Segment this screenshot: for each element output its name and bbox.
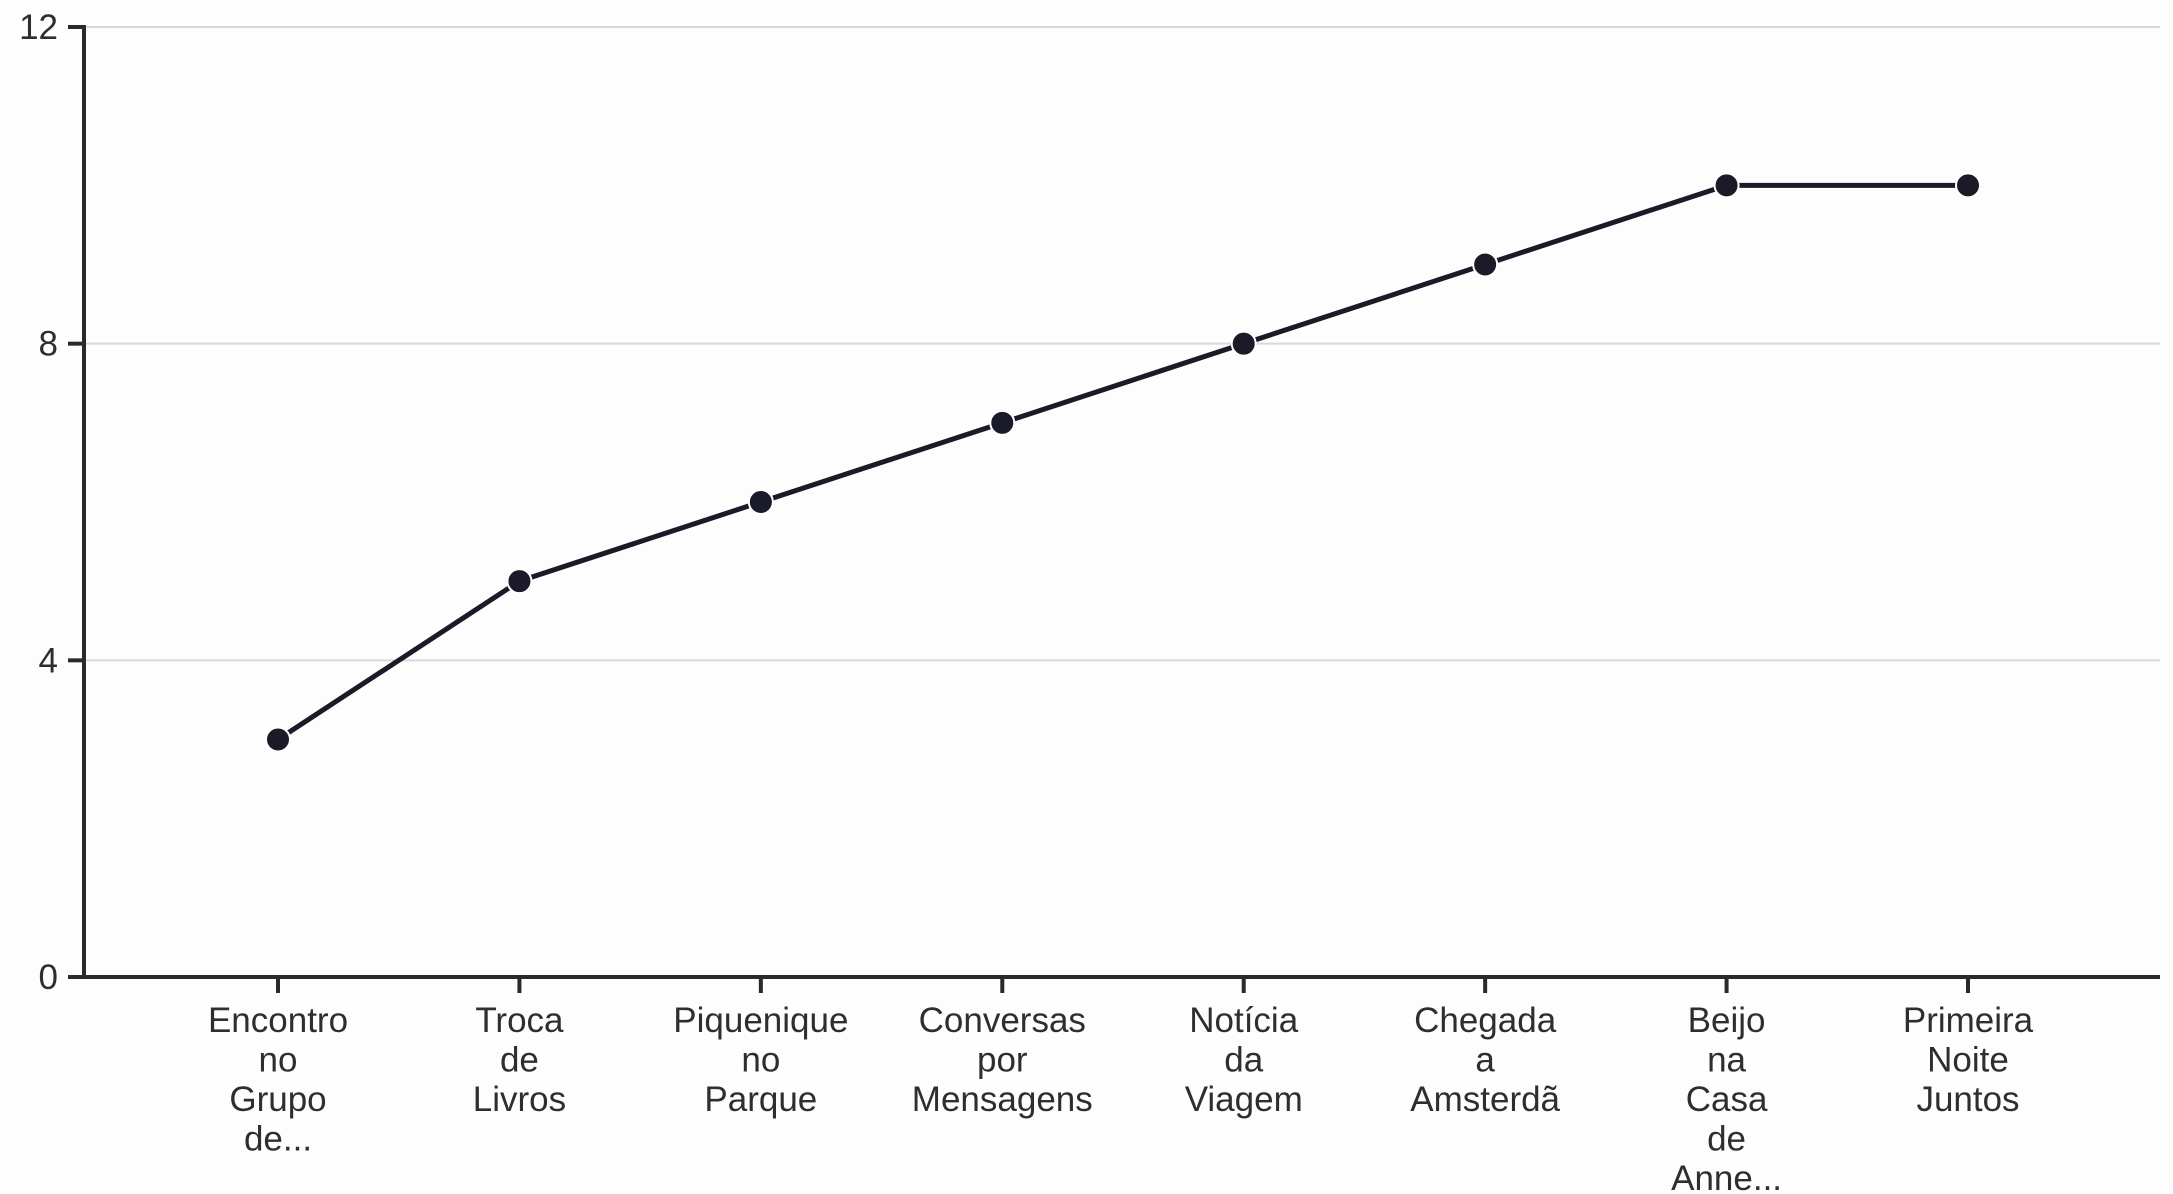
x-tick-label-line: a [1475,1041,1495,1080]
x-tick-label-line: Piquenique [673,1001,848,1040]
data-point [747,489,774,515]
data-point [1713,172,1740,199]
data-point [265,726,291,753]
y-tick-label: 4 [39,641,58,680]
x-tick-label-line: no [259,1041,298,1080]
x-tick-label-line: Casa [1686,1080,1768,1119]
axis-layer [68,25,2160,993]
series-layer [265,172,1981,753]
x-tick-label-line: Encontro [208,1001,348,1040]
x-tick-label-line: de [1707,1120,1746,1159]
data-point [1955,172,1981,199]
x-tick-label-line: Chegada [1414,1001,1557,1040]
x-tick-label-line: de [500,1041,539,1080]
x-tick-label-line: Viagem [1185,1080,1303,1119]
x-tick-label-line: Livros [473,1080,566,1119]
x-tick-label: Chegada a Amsterdã [1410,1001,1560,1119]
x-tick-label-line: na [1707,1041,1746,1080]
x-tick-label: Encontro no Grupo de... [208,1001,348,1159]
x-tick-label-line: Mensagens [912,1080,1093,1119]
x-tick-label-line: Parque [704,1080,817,1119]
x-tick-label: Primeira Noite Juntos [1903,1001,2034,1119]
x-tick-label-line: de... [244,1120,312,1159]
x-tick-label-line: da [1224,1041,1263,1080]
x-tick-label-line: Troca [475,1001,564,1040]
x-tick-label-line: Beijo [1688,1001,1766,1040]
x-tick-label-line: por [977,1041,1028,1080]
x-tick-label: Beijo na Casa de Anne... [1671,1001,1782,1194]
x-tick-label-line: Noite [1927,1041,2009,1080]
x-tick-label-line: Juntos [1916,1080,2019,1119]
data-point [1230,330,1257,357]
y-tick-label: 8 [39,325,58,364]
x-tick-label: Troca de Livros [473,1001,566,1119]
y-tick-label: 0 [39,958,58,997]
x-tick-label: Conversas por Mensagens [912,1001,1093,1119]
x-tick-label-line: Primeira [1903,1001,2034,1040]
data-point [506,568,533,595]
x-tick-label-line: Grupo [229,1080,326,1119]
x-tick-label-line: Conversas [919,1001,1086,1040]
grid-layer [84,26,2160,662]
data-point [1472,251,1499,278]
x-tick-label-line: no [741,1041,780,1080]
x-tick-label-line: Notícia [1189,1001,1298,1040]
x-tick-label: Notícia da Viagem [1185,1001,1303,1119]
x-tick-label-line: Anne... [1671,1159,1782,1194]
data-point [989,409,1016,436]
x-tick-label-line: Amsterdã [1410,1080,1560,1119]
x-tick-label: Piquenique no Parque [673,1001,848,1119]
series-line [275,182,1971,742]
y-tick-label: 12 [19,8,58,47]
